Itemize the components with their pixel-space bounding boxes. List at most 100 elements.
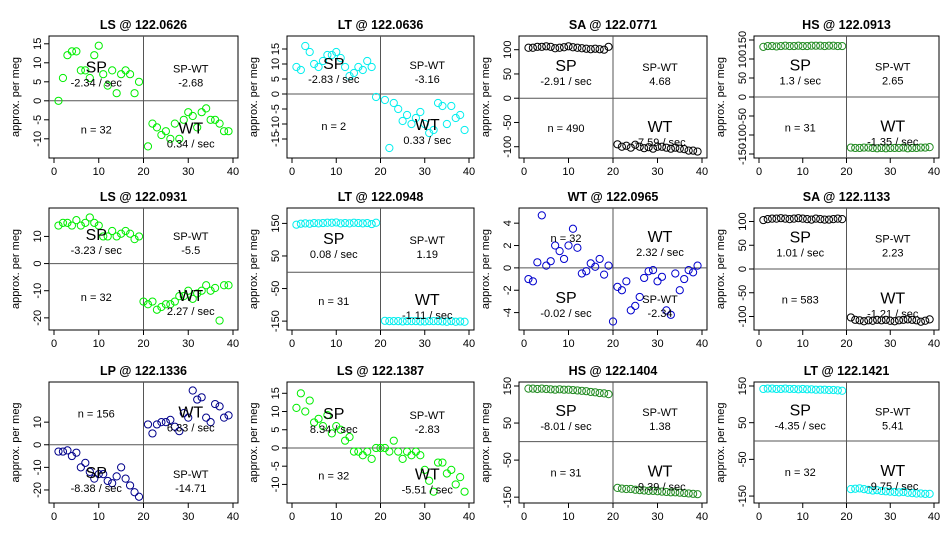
- data-point: [613, 483, 622, 492]
- n-label: n = 583: [782, 295, 819, 307]
- data-point: [833, 386, 842, 395]
- y-tick-label: -5: [270, 461, 282, 471]
- data-point: [803, 385, 812, 394]
- data-point: [125, 229, 135, 238]
- data-point: [781, 41, 790, 50]
- n-label: n = 2: [321, 121, 346, 133]
- data-point: [653, 277, 662, 286]
- data-point: [341, 218, 350, 228]
- panel-title: LS @ 122.1387: [337, 364, 424, 378]
- data-point: [143, 420, 153, 429]
- data-point: [803, 41, 812, 51]
- data-point: [130, 235, 139, 244]
- x-tick-label: 10: [562, 338, 574, 350]
- data-point: [206, 418, 215, 427]
- data-point: [551, 44, 560, 53]
- data-point: [94, 41, 103, 50]
- data-point: [447, 317, 456, 326]
- sp-rate: -8.38 / sec: [71, 483, 123, 495]
- y-tick-label: 10: [32, 416, 44, 428]
- x-tick-label: 20: [137, 166, 149, 178]
- data-point: [125, 70, 135, 79]
- data-point: [184, 413, 193, 422]
- sp-wt-value: -2.83: [415, 424, 440, 436]
- y-tick-label: -50: [737, 108, 749, 124]
- data-point: [789, 384, 799, 394]
- data-point: [776, 214, 785, 223]
- data-point: [108, 66, 117, 75]
- wt-rate: -9.75 / sec: [867, 481, 919, 493]
- data-point: [653, 487, 662, 496]
- panel-title: HS @ 122.1404: [569, 364, 658, 378]
- y-tick-label: -10: [270, 116, 282, 132]
- data-point: [533, 258, 542, 267]
- wt-rate: 0.34 / sec: [167, 138, 215, 150]
- data-point: [420, 465, 429, 474]
- data-point: [112, 472, 121, 481]
- y-tick-label: -10: [32, 459, 44, 475]
- sp-label: SP: [323, 231, 344, 248]
- data-point: [63, 446, 72, 455]
- data-point: [219, 127, 229, 136]
- data-point: [886, 316, 895, 325]
- x-tick-label: 0: [51, 166, 57, 178]
- sp-wt-label: SP-WT: [642, 62, 678, 74]
- data-point: [693, 490, 702, 499]
- data-point: [772, 214, 781, 223]
- data-point: [197, 108, 206, 117]
- data-point: [416, 451, 425, 460]
- sp-wt-value: -2.68: [178, 77, 203, 89]
- data-point: [81, 66, 90, 75]
- data-point: [367, 454, 376, 464]
- panel-2: LT @ 122.0636 0 10 20 30 40 -15-10 -5 0 5 10 15 appr…: [248, 18, 475, 178]
- data-point: [689, 268, 698, 277]
- data-point: [684, 146, 693, 155]
- data-point: [626, 143, 635, 152]
- data-point: [811, 41, 820, 50]
- data-point: [693, 261, 702, 270]
- data-point: [460, 487, 469, 496]
- data-point: [327, 50, 336, 60]
- n-label: n = 31: [785, 123, 816, 135]
- data-point: [121, 226, 130, 236]
- data-point: [202, 413, 211, 422]
- data-point: [881, 315, 890, 324]
- data-point: [451, 480, 460, 489]
- sp-rate: 1.01 / sec: [776, 248, 824, 260]
- data-point: [447, 101, 456, 111]
- sp-wt-value: -5.5: [181, 245, 200, 257]
- data-point: [542, 261, 551, 270]
- y-tick-label: -50: [502, 115, 514, 131]
- data-point: [224, 127, 233, 136]
- x-tick-label: 20: [137, 338, 149, 350]
- y-tick-label: 50: [737, 72, 749, 84]
- data-point: [67, 221, 77, 230]
- y-axis-label: approx. per meg: [715, 57, 727, 137]
- data-point: [759, 215, 768, 225]
- data-point: [617, 484, 627, 493]
- data-point: [108, 479, 117, 488]
- sp-wt-value: 4.68: [649, 76, 670, 88]
- data-point: [54, 221, 63, 230]
- sp-rate: -3.23 / sec: [71, 245, 123, 257]
- sp-wt-label: SP-WT: [410, 60, 446, 72]
- data-point: [542, 384, 551, 394]
- data-point: [675, 488, 684, 497]
- x-tick-label: 30: [651, 511, 663, 523]
- data-point: [130, 89, 139, 98]
- sp-wt-label: SP-WT: [410, 410, 446, 422]
- data-point: [622, 484, 631, 494]
- data-point: [179, 409, 188, 418]
- data-point: [671, 269, 680, 278]
- wt-label: WT: [648, 229, 673, 246]
- y-tick-label: -10: [32, 283, 44, 299]
- data-point: [175, 292, 184, 301]
- data-point: [675, 286, 684, 295]
- panel-6: LT @ 122.0948 0 10 20 30 40 -150 -50 50 150 approx…: [248, 190, 475, 350]
- y-tick-label: 150: [270, 214, 282, 232]
- data-point: [103, 81, 112, 90]
- data-point: [420, 317, 429, 326]
- y-tick-label: 15: [270, 43, 282, 55]
- data-point: [442, 469, 451, 478]
- wt-label: WT: [415, 117, 440, 134]
